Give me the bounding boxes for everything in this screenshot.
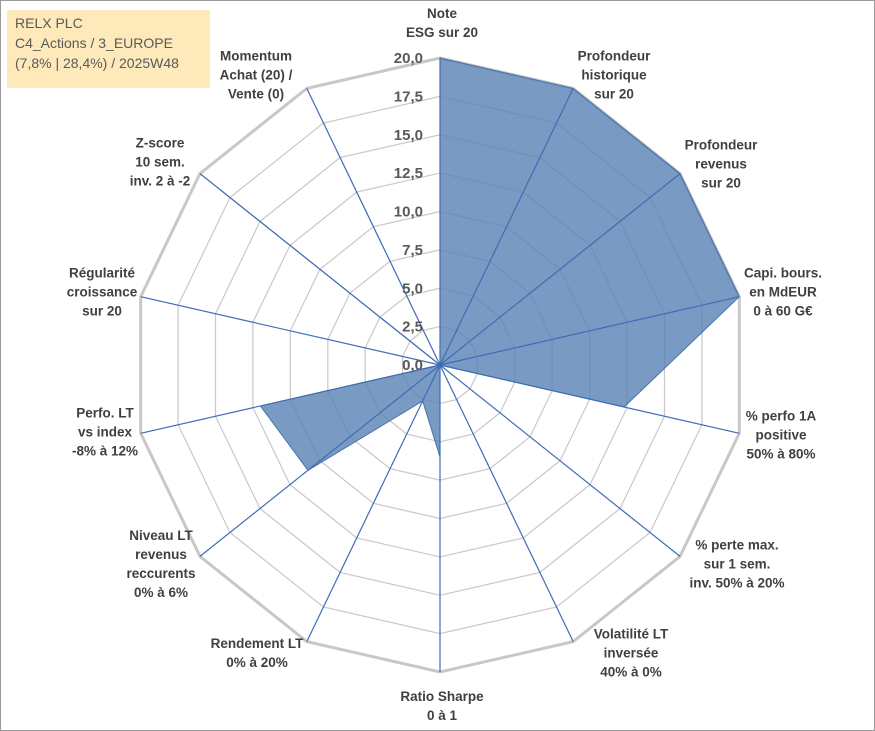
axis-label-line: reccurents xyxy=(126,566,196,581)
axis-label: Profondeur historique sur 20 xyxy=(578,47,651,104)
axis-spoke xyxy=(306,88,441,366)
axis-spoke xyxy=(439,88,574,366)
axis-label-line: -8% à 12% xyxy=(71,443,139,459)
axis-label-line: Volatilité LT xyxy=(593,626,669,642)
axis-label-line: Ratio Sharpe xyxy=(400,689,484,704)
tick-label: 20,0 xyxy=(394,50,423,67)
axis-label-line: sur 1 sem. xyxy=(703,556,771,572)
axis-label-line: 40% à 0% xyxy=(600,664,662,680)
axis-spoke xyxy=(140,364,441,434)
axis-spoke xyxy=(199,173,441,366)
axis-label-line: % perte max. xyxy=(695,537,779,553)
axis-label-line: inv. 50% à 20% xyxy=(689,575,785,591)
axis-label-line: Profondeur xyxy=(684,137,758,153)
axis-label-line: Capi. bours. xyxy=(743,265,823,281)
tick-label: 5,0 xyxy=(402,280,423,297)
axis-label: Perfo. LT vs index -8% à 12% xyxy=(72,404,138,461)
axis-label-line: Vente (0) xyxy=(227,86,285,102)
title-box: RELX PLC C4_Actions / 3_EUROPE (7,8% | 2… xyxy=(7,10,210,88)
axis-label: Capi. bours. en MdEUR 0 à 60 G€ xyxy=(744,264,822,321)
axis-label-line: revenus xyxy=(695,156,747,172)
tick-label: 12,5 xyxy=(394,165,423,182)
axis-label-line: sur 20 xyxy=(82,303,122,319)
series-area xyxy=(220,57,740,471)
axis-label-line: sur 20 xyxy=(594,86,634,102)
axis-spoke xyxy=(439,173,681,366)
axis-label-line: 10 sem. xyxy=(135,154,185,170)
axis-label-line: croissance xyxy=(66,284,138,300)
axis-spoke xyxy=(439,364,574,642)
tick-label: 0,0 xyxy=(402,357,423,374)
axis-label-line: historique xyxy=(581,67,647,83)
axis-label: % perfo 1A positive 50% à 80% xyxy=(746,407,817,464)
axis-label: Volatilité LT inversée 40% à 0% xyxy=(594,625,669,682)
axis-label-line: Niveau LT xyxy=(129,528,193,543)
axis-label-line: Achat (20) / xyxy=(219,67,293,83)
axis-label-line: sur 20 xyxy=(701,175,741,191)
axis-label-line: revenus xyxy=(135,547,187,562)
title-line-1: RELX PLC xyxy=(15,15,83,31)
axis-label-line: 50% à 80% xyxy=(746,446,816,462)
axis-label-line: positive xyxy=(755,427,807,443)
axis-spoke xyxy=(199,364,441,557)
axis-label-line: Régularité xyxy=(68,265,136,281)
axis-label: Niveau LT revenus reccurents 0% à 6% xyxy=(126,526,195,602)
axis-label-line: 0 à 1 xyxy=(426,708,458,723)
axis-spoke xyxy=(439,364,740,434)
radar-series xyxy=(220,57,740,471)
axis-label: Régularité croissance sur 20 xyxy=(67,264,138,321)
tick-label: 7,5 xyxy=(402,242,423,259)
axis-label-line: Perfo. LT xyxy=(76,405,134,421)
axis-label: % perte max. sur 1 sem. inv. 50% à 20% xyxy=(689,536,784,593)
axis-label: Rendement LT 0% à 20% xyxy=(211,634,304,672)
axis-spoke xyxy=(439,296,740,366)
axis-label-line: Note xyxy=(426,6,457,21)
axis-label-line: inv. 2 à -2 xyxy=(129,173,191,189)
axis-spoke xyxy=(439,364,681,557)
axis-label-line: en MdEUR xyxy=(749,284,817,300)
axis-label-line: 0 à 60 G€ xyxy=(753,303,813,319)
axis-label-line: Z-score xyxy=(135,135,185,151)
radar-spokes xyxy=(140,58,740,672)
axis-label-line: 0% à 20% xyxy=(226,655,288,670)
axis-label-line: 0% à 6% xyxy=(133,585,189,600)
axis-label-line: % perfo 1A xyxy=(745,408,817,424)
axis-spoke xyxy=(306,364,441,642)
tick-label: 17,5 xyxy=(394,88,423,105)
axis-spoke xyxy=(140,296,441,366)
radar-tick-labels: 0,0 2,5 5,0 7,5 10,0 12,5 15,0 17,5 20,0 xyxy=(394,50,423,374)
axis-label: Momentum Achat (20) / Vente (0) xyxy=(220,47,293,104)
axis-label: Z-score 10 sem. inv. 2 à -2 xyxy=(130,134,191,191)
tick-label: 2,5 xyxy=(402,319,423,336)
axis-label-line: ESG sur 20 xyxy=(405,25,479,40)
axis-label: Ratio Sharpe 0 à 1 xyxy=(400,687,483,725)
title-line-3: (7,8% | 28,4%) / 2025W48 xyxy=(15,55,179,71)
axis-label: Note ESG sur 20 xyxy=(406,4,478,42)
axis-label-line: vs index xyxy=(77,424,133,440)
axis-label-line: inversée xyxy=(603,645,659,661)
tick-label: 10,0 xyxy=(394,203,423,220)
axis-label-line: Rendement LT xyxy=(210,636,304,651)
tick-label: 15,0 xyxy=(394,127,423,144)
axis-label-line: Momentum xyxy=(220,48,292,64)
axis-label-line: Profondeur xyxy=(577,48,651,64)
axis-label: Profondeur revenus sur 20 xyxy=(685,136,758,193)
title-line-2: C4_Actions / 3_EUROPE xyxy=(15,35,173,51)
